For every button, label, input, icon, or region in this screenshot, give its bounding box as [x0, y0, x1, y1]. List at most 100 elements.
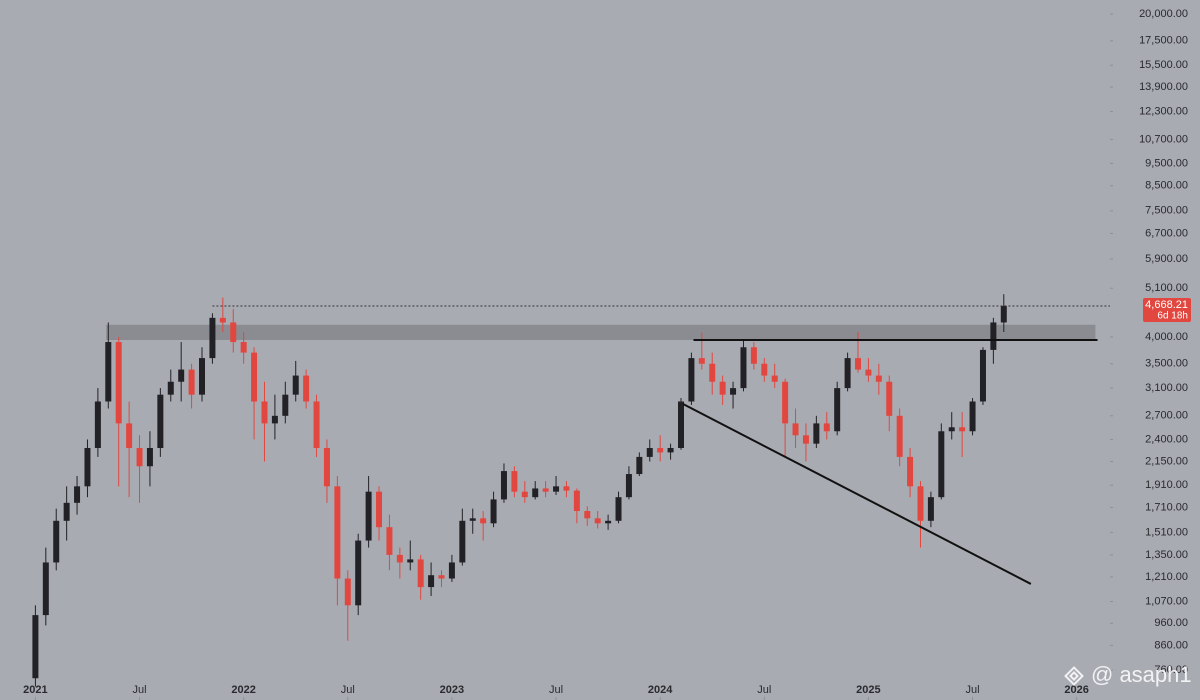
candle-body [938, 431, 945, 498]
candle-body [42, 562, 49, 616]
y-tick-label: 20,000.00 [1139, 8, 1188, 20]
y-tick-label: 3,500.00 [1145, 358, 1188, 370]
candle-body [323, 447, 330, 487]
x-tick-label: Jul [341, 684, 355, 696]
candle-body [896, 415, 903, 457]
candle-body [667, 447, 674, 453]
candle-body [230, 322, 237, 343]
candle-body [438, 575, 445, 579]
candle-body [32, 615, 39, 679]
candle-body [365, 491, 372, 541]
candle-body [927, 497, 934, 521]
candle-body [261, 401, 268, 424]
candle-body [521, 491, 528, 498]
y-tick-label: 12,300.00 [1139, 105, 1188, 117]
candle-body [677, 401, 684, 448]
candle-body [94, 401, 101, 448]
price-tag-label: 4,668.21 [1145, 299, 1188, 311]
y-tick-label: 1,350.00 [1145, 549, 1188, 561]
x-tick-label: 2021 [23, 684, 47, 696]
candle-body [199, 358, 206, 395]
candle-body [605, 520, 612, 524]
candle-body [917, 486, 924, 521]
y-tick-label: 6,700.00 [1145, 227, 1188, 239]
candle-body [834, 388, 841, 432]
x-tick-label: 2025 [856, 684, 880, 696]
candle-body [532, 488, 539, 498]
candle-body [813, 423, 820, 444]
candle-body [761, 363, 768, 376]
candle-body [594, 518, 601, 524]
candle-body [292, 375, 299, 395]
watermark: @ asaph1 [1091, 662, 1192, 687]
candle-body [959, 427, 966, 432]
x-tick-label: 2022 [231, 684, 255, 696]
candle-body [657, 447, 664, 453]
candle-body [459, 520, 466, 563]
y-tick-label: 4,000.00 [1145, 331, 1188, 343]
candle-body [625, 474, 632, 498]
candle-body [573, 490, 580, 512]
candle-body [719, 381, 726, 395]
y-tick-label: 1,210.00 [1145, 571, 1188, 583]
candle-body [802, 435, 809, 444]
y-tick-label: 17,500.00 [1139, 35, 1188, 47]
candle-body [1000, 305, 1007, 323]
y-tick-label: 1,070.00 [1145, 595, 1188, 607]
candle-body [251, 352, 258, 402]
candle-body [448, 562, 455, 579]
candle-body [844, 358, 851, 389]
candle-body [167, 381, 174, 395]
candle-body [344, 578, 351, 606]
candle-body [792, 423, 799, 436]
candle-body [542, 488, 549, 492]
candle-body [136, 447, 143, 467]
candle-body [480, 518, 487, 524]
candle-body [646, 447, 653, 457]
candle-body [709, 363, 716, 382]
candle-body [126, 423, 133, 448]
candle-body [969, 401, 976, 432]
y-tick-label: 5,900.00 [1145, 253, 1188, 265]
x-tick-label: 2026 [1064, 684, 1088, 696]
y-tick-label: 7,500.00 [1145, 205, 1188, 217]
candle-body [334, 486, 341, 579]
x-tick-label: Jul [757, 684, 771, 696]
y-tick-label: 15,500.00 [1139, 59, 1188, 71]
candle-body [417, 559, 424, 588]
candle-body [303, 375, 310, 402]
candle-body [105, 342, 112, 402]
candle-body [698, 358, 705, 364]
candle-body [490, 499, 497, 524]
candle-body [782, 381, 789, 424]
y-tick-label: 9,500.00 [1145, 157, 1188, 169]
price-tag-box [1143, 297, 1191, 322]
candle-body [636, 456, 643, 475]
candle-body [511, 471, 518, 492]
candle-body [553, 486, 560, 492]
watermark-logo [1064, 666, 1084, 686]
y-tick-label: 1,910.00 [1145, 479, 1188, 491]
y-tick-label: 8,500.00 [1145, 180, 1188, 192]
candle-body [386, 527, 393, 555]
candle-body [178, 369, 185, 382]
x-tick-label: 2024 [648, 684, 673, 696]
candle-body [376, 491, 383, 528]
y-tick-label: 5,100.00 [1145, 282, 1188, 294]
y-tick-label: 960.00 [1154, 617, 1188, 629]
candle-body [146, 447, 153, 467]
candle-body [563, 486, 570, 491]
candle-body [979, 349, 986, 402]
candle-body [740, 347, 747, 389]
candle-body [855, 358, 862, 370]
candle-body [407, 559, 414, 563]
candle-body [157, 394, 164, 448]
candle-body [750, 347, 757, 364]
candle-body [428, 575, 435, 588]
candle-body [53, 520, 60, 563]
candle-body [584, 511, 591, 519]
candle-body [823, 423, 830, 432]
y-tick-label: 3,100.00 [1145, 382, 1188, 394]
